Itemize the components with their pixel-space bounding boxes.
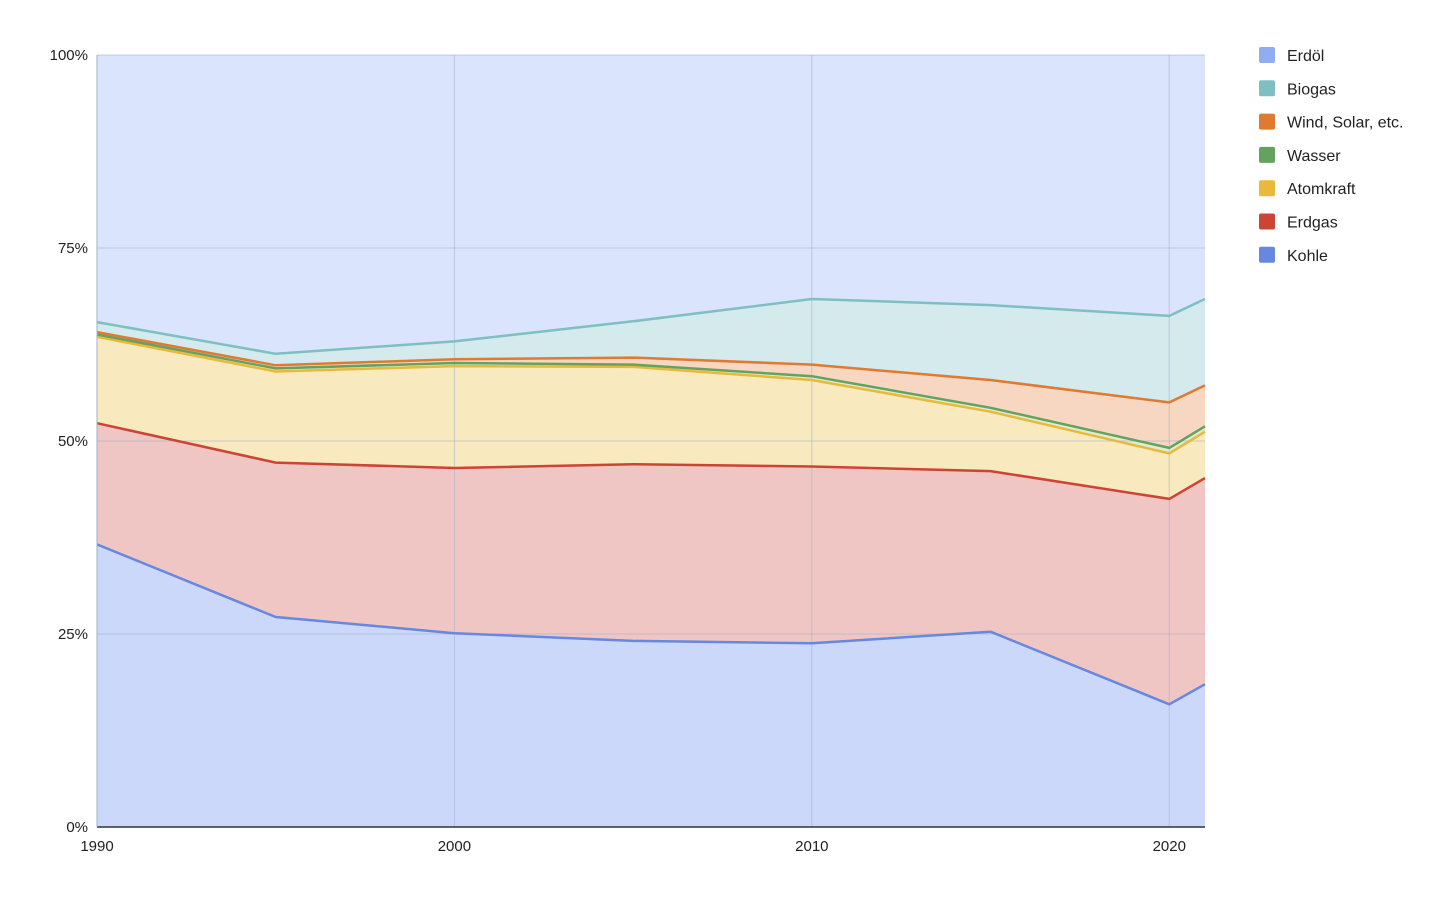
x-tick-label: 1990 <box>80 838 113 855</box>
legend-label: Erdgas <box>1287 215 1338 232</box>
x-tick-label: 2010 <box>795 838 828 855</box>
area-atomkraft <box>97 336 1205 499</box>
area-biogas <box>97 299 1205 403</box>
legend-label: Atomkraft <box>1287 181 1356 198</box>
y-tick-label: 50% <box>58 433 88 450</box>
area-wind-solar-etc <box>97 332 1205 448</box>
legend-swatch <box>1259 146 1275 163</box>
legend-label: Wind, Solar, etc. <box>1287 115 1404 132</box>
line-atomkraft <box>96 335 1206 455</box>
legend-swatch <box>1259 47 1275 63</box>
legend-swatch <box>1259 246 1275 263</box>
y-tick-label: 100% <box>50 47 88 64</box>
series-lines <box>96 297 1206 706</box>
line-wind-solar-etc <box>96 330 1206 404</box>
legend-item-wind-solar-etc[interactable]: Wind, Solar, etc. <box>1259 113 1404 132</box>
legend: Erdöl Biogas Wind, Solar, etc. Wasser Atomkr… <box>1259 47 1404 265</box>
line-biogas <box>96 297 1206 356</box>
legend-swatch <box>1259 213 1275 230</box>
area-erdoel <box>97 55 1205 354</box>
y-tick-label: 75% <box>58 240 88 257</box>
legend-item-biogas[interactable]: Biogas <box>1259 80 1336 98</box>
legend-label: Kohle <box>1287 248 1328 265</box>
legend-label: Biogas <box>1287 81 1336 98</box>
legend-item-wasser[interactable]: Wasser <box>1259 146 1341 165</box>
legend-label: Wasser <box>1287 148 1341 165</box>
legend-swatch <box>1259 80 1275 97</box>
gridlines <box>96 54 1205 828</box>
y-tick-label: 25% <box>58 626 88 643</box>
legend-item-erdoel[interactable]: Erdöl <box>1259 47 1324 65</box>
axes: 0% 25% 50% 75% 100% 1990 2000 2010 2020 <box>50 47 1205 855</box>
y-tick-label: 0% <box>66 819 88 836</box>
line-kohle <box>96 543 1206 706</box>
legend-item-erdgas[interactable]: Erdgas <box>1259 213 1338 232</box>
legend-swatch <box>1259 113 1275 130</box>
legend-label: Erdöl <box>1287 48 1324 65</box>
legend-item-kohle[interactable]: Kohle <box>1259 246 1328 265</box>
legend-swatch <box>1259 180 1275 197</box>
area-kohle <box>97 544 1205 827</box>
x-tick-label: 2020 <box>1153 838 1186 855</box>
x-tick-label: 2000 <box>438 838 471 855</box>
line-erdgas <box>96 421 1206 501</box>
line-wasser <box>96 333 1206 450</box>
legend-item-atomkraft[interactable]: Atomkraft <box>1259 180 1356 198</box>
